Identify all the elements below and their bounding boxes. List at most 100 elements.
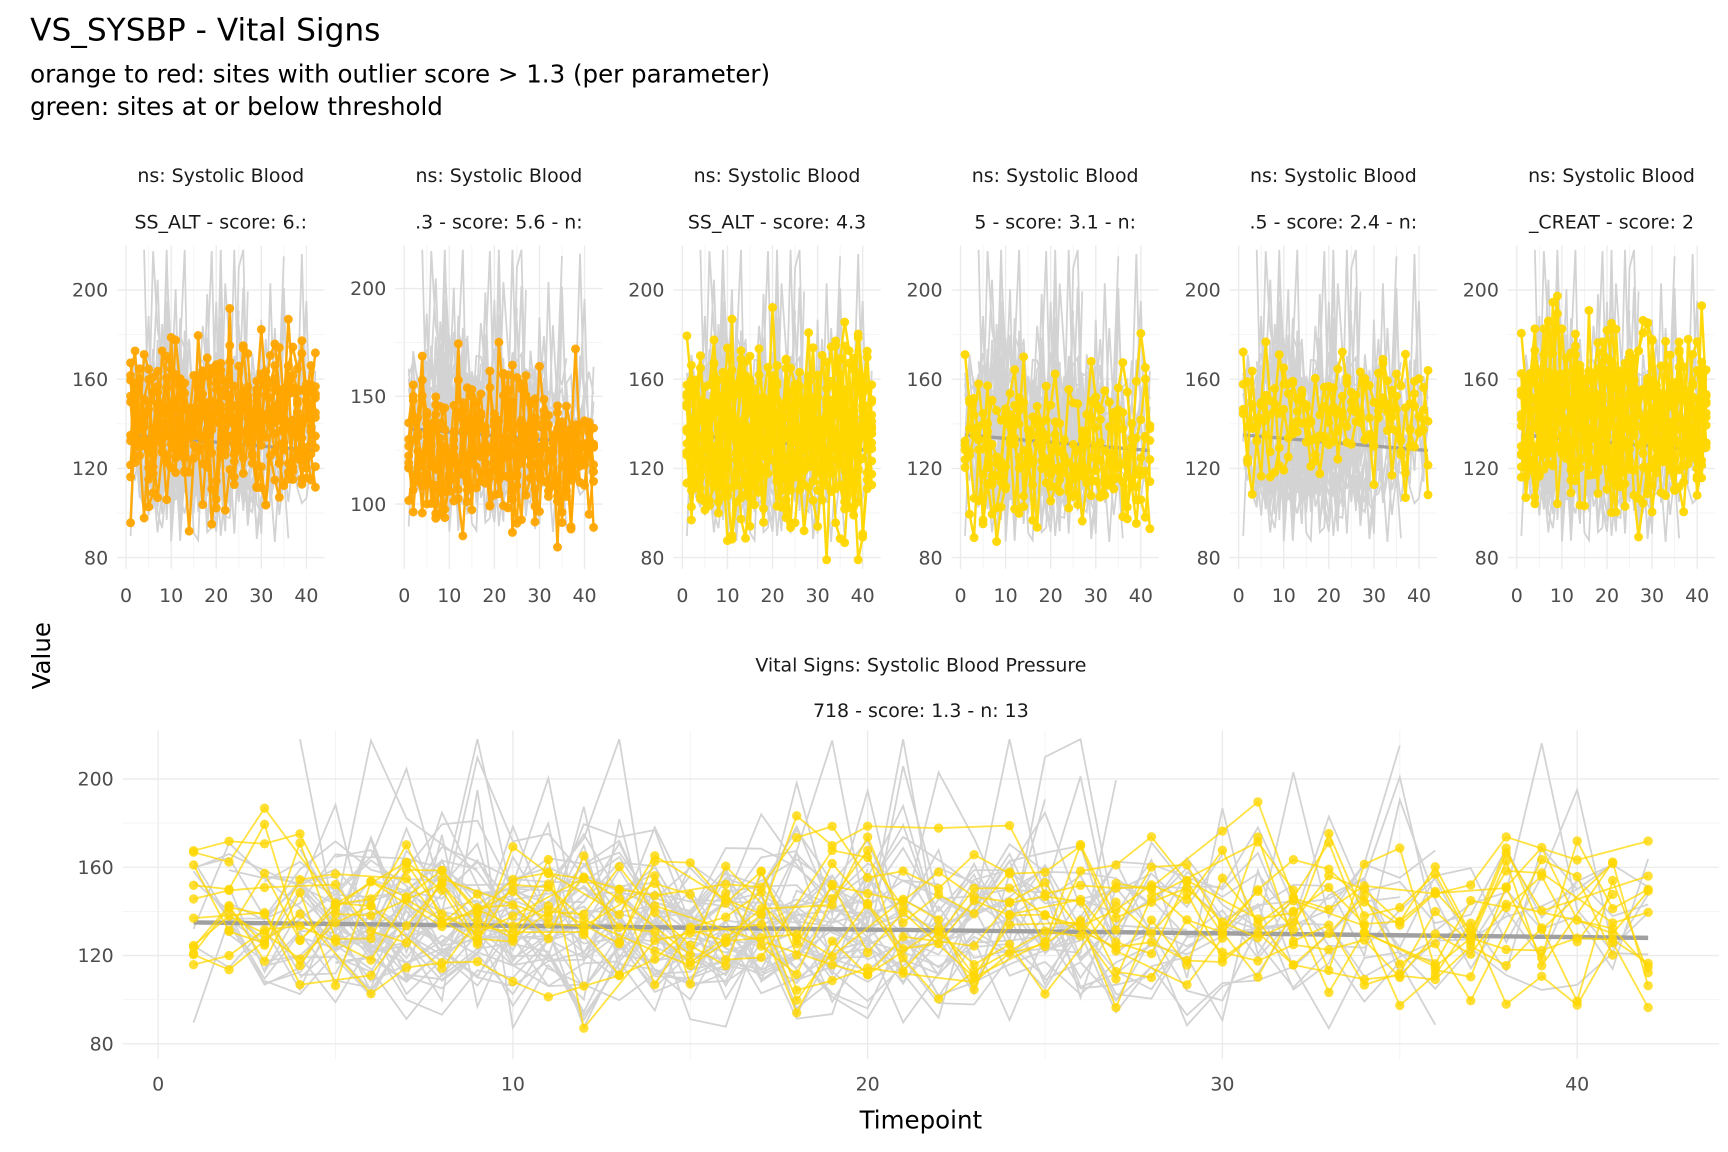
highlighted-site-point [1643,836,1653,846]
highlighted-site-point [898,866,908,876]
highlighted-site-point [543,912,554,922]
highlighted-site-point [736,346,746,356]
highlighted-site-point [579,872,589,882]
highlighted-site-point [732,480,741,490]
highlighted-site-point [1674,337,1684,347]
highlighted-site-point [969,966,979,977]
highlighted-site-point [512,472,522,481]
y-tick-label: 200 [1463,280,1499,302]
highlighted-site-point [862,888,873,899]
highlighted-site-point [1414,374,1424,384]
highlighted-site-point [330,937,341,947]
y-tick-label: 80 [918,547,942,569]
highlighted-site-point [1570,329,1580,339]
highlighted-site-point [1283,389,1293,399]
highlighted-site-point [831,341,841,350]
highlighted-site-point [1095,415,1105,424]
highlighted-site-point [1337,347,1347,357]
highlighted-site-point [1086,491,1096,501]
highlighted-site-point [1310,373,1320,383]
highlighted-site-point [1111,860,1121,870]
highlighted-site-point [1466,895,1476,906]
highlighted-site-point [1005,410,1015,420]
highlighted-site-point [1028,515,1038,525]
highlighted-site-point [1217,953,1228,963]
highlighted-site-point [1616,482,1625,492]
x-tick-label: 0 [954,585,966,607]
highlighted-site-point [1607,904,1618,914]
highlighted-site-point [1118,358,1128,367]
highlighted-site-point [1288,960,1299,970]
highlighted-site-point [544,486,553,496]
highlighted-site-point [1140,433,1150,443]
highlighted-site-point [686,502,696,512]
highlighted-site-point [366,933,376,944]
highlighted-site-point [1146,949,1157,959]
highlighted-site-point [1652,385,1662,395]
highlighted-site-point [417,481,427,491]
highlighted-site-point [709,335,719,345]
highlighted-site-point [1516,328,1526,338]
highlighted-site-point [685,960,695,971]
highlighted-site-point [853,464,863,474]
highlighted-site-point [1004,910,1015,921]
highlighted-site-point [614,884,624,895]
highlighted-site-point [1652,468,1662,478]
highlighted-site-point [853,378,863,388]
highlighted-site-point [1466,995,1476,1006]
highlighted-site-point [1552,291,1562,301]
y-tick-label: 200 [350,278,386,300]
highlighted-site-point [969,849,979,860]
highlighted-site-point [1401,493,1410,503]
highlighted-site-point [1182,888,1192,899]
highlighted-site-point [686,444,696,454]
highlighted-site-point [548,448,558,458]
highlighted-site-point [965,509,975,519]
highlighted-site-point [1122,387,1132,397]
highlighted-site-point [1310,433,1320,443]
highlighted-site-point [1611,449,1621,459]
highlighted-site-line [1520,346,1708,504]
highlighted-site-point [756,941,766,951]
strip-label-parameter: ns: Systolic Blood [415,165,582,187]
highlighted-site-point [1634,494,1644,504]
highlighted-site-point [288,466,298,476]
highlighted-site-point [431,392,441,402]
highlighted-site-point [288,388,298,398]
highlighted-site-point [462,383,472,393]
highlighted-site-point [827,893,837,904]
highlighted-site-point [813,522,823,531]
highlighted-site-point [1324,945,1334,955]
highlighted-site-point [295,935,305,945]
highlighted-site-point [539,406,549,416]
highlighted-site-point [1396,381,1406,391]
highlighted-site-point [1136,328,1146,338]
highlighted-site-point [1530,363,1540,373]
y-tick-label: 120 [1185,458,1221,480]
y-axis-label: Value [27,622,56,689]
highlighted-site-point [440,486,450,496]
highlighted-site-point [685,979,695,989]
highlighted-site-point [295,921,305,931]
highlighted-site-point [422,447,432,457]
highlighted-site-point [1319,431,1329,441]
highlighted-site-point [193,331,203,340]
background-site-line [264,739,1224,944]
small-panel: 0 10 20 30 40 100 150 200 ns: Systolic Blood .3 -… [350,165,603,607]
highlighted-site-point [566,524,576,534]
x-tick-label: 20 [482,585,506,607]
highlighted-site-point [650,851,660,861]
x-tick-label: 30 [1362,585,1386,607]
highlighted-site-point [1382,426,1392,436]
highlighted-site-point [1324,381,1334,391]
highlighted-site-point [1104,474,1114,483]
highlighted-site-point [234,427,244,436]
highlighted-site-point [1032,522,1042,532]
highlighted-site-point [969,883,979,894]
highlighted-site-point [772,408,782,418]
highlighted-site-point [727,423,737,433]
highlighted-site-point [494,415,504,425]
highlighted-site-point [898,918,908,928]
highlighted-site-point [1525,392,1535,402]
x-tick-label: 40 [294,585,318,607]
